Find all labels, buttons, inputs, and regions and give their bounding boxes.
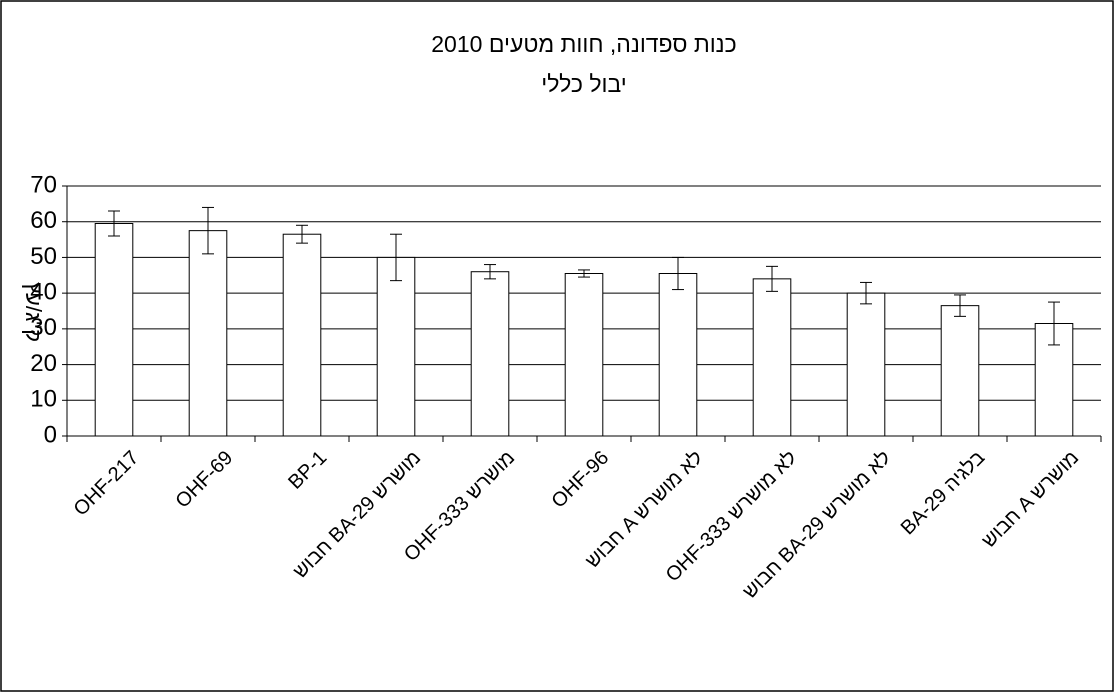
y-axis-label: ק"ג/עץ [21, 282, 46, 342]
bar [470, 271, 510, 437]
bar [752, 278, 792, 437]
bar [846, 292, 886, 437]
bar [940, 305, 980, 437]
y-tick-label: 70 [30, 171, 57, 198]
y-tick-label: 10 [30, 386, 57, 413]
bar [94, 223, 134, 437]
y-tick-label: 40 [30, 278, 57, 305]
y-tick-label: 0 [44, 421, 57, 448]
bar [658, 273, 698, 437]
chart-subtitle: יבול כללי [541, 71, 627, 97]
chart-title: כנות ספדונה, חוות מטעים 2010 [431, 31, 736, 57]
bar [188, 230, 228, 437]
bar [282, 233, 322, 437]
y-tick-label: 20 [30, 350, 57, 377]
y-tick-label: 50 [30, 243, 57, 270]
bar [564, 273, 604, 437]
bar [376, 256, 416, 437]
y-tick-label: 60 [30, 207, 57, 234]
y-tick-label: 30 [30, 314, 57, 341]
